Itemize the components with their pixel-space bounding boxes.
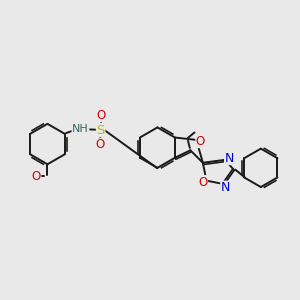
Text: N: N — [221, 181, 230, 194]
Text: N: N — [225, 152, 234, 164]
Text: O: O — [95, 138, 105, 152]
Text: O: O — [198, 176, 208, 189]
Text: NH: NH — [72, 124, 89, 134]
Text: O: O — [97, 109, 106, 122]
Text: O: O — [32, 170, 41, 183]
Text: O: O — [196, 135, 205, 148]
Text: S: S — [96, 124, 105, 136]
